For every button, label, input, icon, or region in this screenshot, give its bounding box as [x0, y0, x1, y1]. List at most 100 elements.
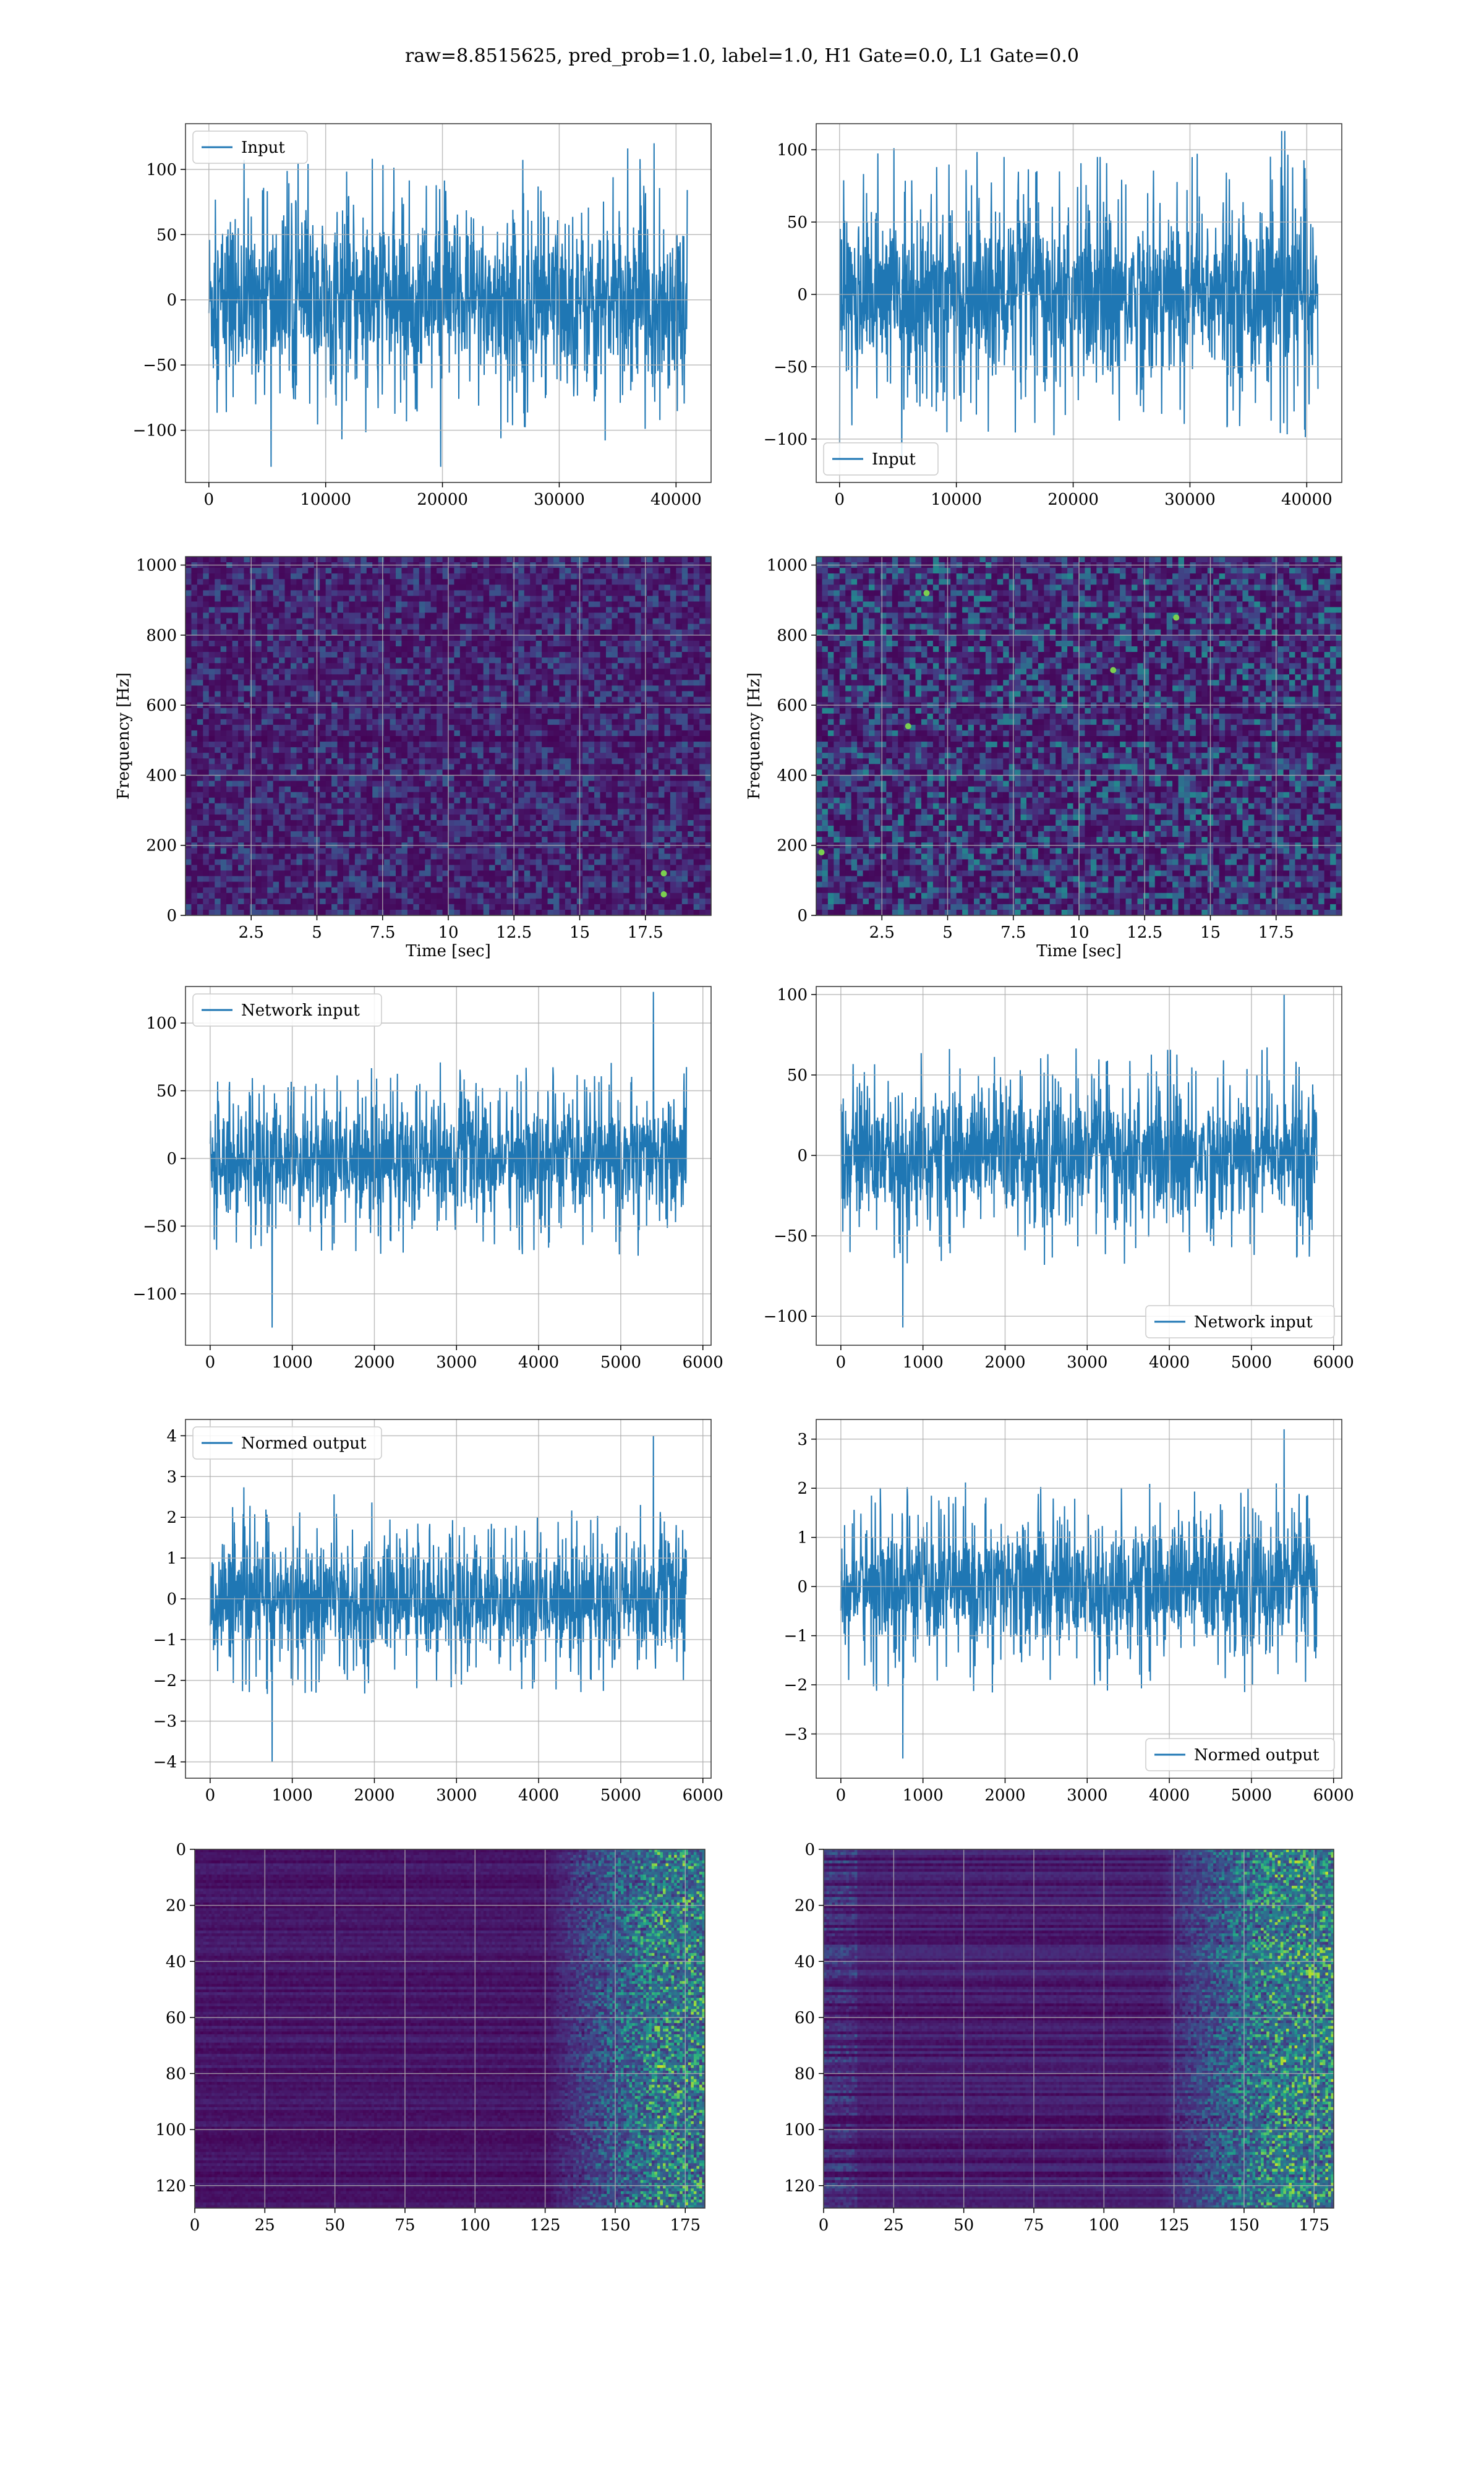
x-tick-label: 125	[530, 2216, 561, 2235]
y-tick-label: −50	[774, 358, 808, 377]
y-tick-label: 2	[797, 1479, 808, 1498]
x-tick-label: 17.5	[628, 923, 663, 942]
y-tick-label: 1000	[136, 557, 177, 575]
x-tick-label: 15	[569, 923, 590, 942]
x-tick-label: 10	[438, 923, 458, 942]
series-line-normed-output-h1	[209, 1436, 688, 1762]
x-tick-label: 75	[394, 2216, 415, 2235]
series-line-normed-output-l1	[840, 1429, 1318, 1759]
x-tick-label: 75	[1023, 2216, 1044, 2235]
y-tick-label: −2	[784, 1676, 808, 1695]
heatmap-hotspot	[660, 870, 667, 877]
y-tick-label: 80	[166, 2065, 186, 2084]
x-tick-label: 40000	[650, 490, 702, 509]
y-tick-label: 40	[795, 1953, 815, 1971]
legend-box	[192, 131, 308, 164]
x-tick-label: 2000	[354, 1786, 394, 1805]
y-tick-label: 100	[777, 141, 808, 160]
x-tick-label: 0	[836, 1786, 846, 1805]
legend-box	[1145, 1738, 1335, 1771]
y-tick-label: 100	[155, 2121, 186, 2139]
y-tick-label: 3	[797, 1431, 808, 1449]
heatmap-hotspot	[1173, 614, 1180, 621]
axes-feature-map-l1: 0 25 50 75 100 125 150 175 0 20 40 60 80 100 120	[784, 1841, 1334, 2235]
x-tick-label: 12.5	[496, 923, 532, 942]
heatmap-hotspot	[905, 723, 911, 730]
y-tick-label: −100	[764, 1308, 808, 1326]
series-line-input-h1	[208, 143, 688, 467]
x-tick-label: 5000	[1231, 1353, 1272, 1372]
y-axis-label: Frequency [Hz]	[745, 672, 764, 800]
axes-frame	[194, 1849, 706, 2209]
y-tick-label: 60	[795, 2009, 815, 2027]
x-tick-label: 25	[884, 2216, 904, 2235]
x-tick-label: 5000	[600, 1353, 641, 1372]
x-tick-label: 3000	[1067, 1786, 1107, 1805]
axes-input-h1: 0 10000 20000 30000 40000 −100 −50 0 50 100 Input	[133, 123, 712, 509]
x-tick-label: 0	[204, 490, 215, 509]
y-tick-label: −3	[153, 1713, 177, 1731]
x-tick-label: 20000	[417, 490, 468, 509]
y-tick-label: 50	[787, 213, 808, 232]
y-tick-label: 20	[166, 1897, 186, 1915]
x-tick-label: 175	[1298, 2216, 1329, 2235]
x-tick-label: 6000	[1313, 1353, 1354, 1372]
y-tick-label: 0	[797, 907, 808, 925]
x-tick-label: 3000	[436, 1786, 477, 1805]
plot-area	[838, 131, 1319, 465]
x-tick-label: 2000	[984, 1353, 1025, 1372]
x-tick-label: 7.5	[370, 923, 395, 942]
axes-feature-map-h1: 0 25 50 75 100 125 150 175 0 20 40 60 80 100 120	[155, 1841, 706, 2235]
y-tick-label: 0	[176, 1841, 186, 1859]
legend-label: Network input	[1194, 1313, 1313, 1332]
y-tick-label: 100	[784, 2121, 815, 2139]
plot-area	[840, 994, 1318, 1328]
x-tick-label: 5000	[1231, 1786, 1272, 1805]
x-tick-label: 6000	[1313, 1786, 1354, 1805]
y-tick-label: 3	[166, 1468, 177, 1486]
x-tick-label: 0	[836, 1353, 846, 1372]
axes-normed-output-l1: 0 1000 2000 3000 4000 5000 6000 −3 −2 −1 0 1 2 3 Norme…	[784, 1419, 1354, 1805]
x-tick-label: 0	[205, 1786, 216, 1805]
x-tick-label: 1000	[903, 1353, 944, 1372]
y-tick-label: 4	[166, 1427, 177, 1445]
x-tick-label: 25	[255, 2216, 275, 2235]
y-tick-label: 800	[146, 627, 177, 645]
y-tick-label: −1	[153, 1631, 177, 1650]
x-tick-label: 0	[819, 2216, 829, 2235]
y-tick-label: 600	[777, 696, 808, 715]
x-tick-label: 5	[942, 923, 953, 942]
y-tick-label: 100	[777, 986, 808, 1004]
figure-suptitle: raw=8.8515625, pred_prob=1.0, label=1.0,…	[405, 45, 1079, 67]
y-tick-label: 200	[777, 837, 808, 855]
axes-frame	[816, 123, 1342, 483]
gridlines	[816, 1419, 1342, 1778]
x-tick-label: 12.5	[1127, 923, 1162, 942]
y-tick-label: 60	[166, 2009, 186, 2027]
legend-label: Input	[241, 139, 285, 157]
y-tick-label: 400	[777, 766, 808, 785]
legend-box	[823, 442, 939, 476]
x-tick-label: 4000	[1149, 1353, 1190, 1372]
y-tick-label: −50	[143, 1217, 177, 1236]
x-tick-label: 1000	[903, 1786, 944, 1805]
legend: Input	[192, 131, 308, 164]
y-tick-label: 0	[166, 291, 177, 310]
legend-label: Input	[872, 450, 916, 469]
axes-spectrogram-h1: 2.5 5 7.5 10 12.5 15 17.5 0 200 400 600 800 1000 Time…	[114, 556, 712, 961]
y-tick-label: 100	[146, 161, 177, 179]
legend-label: Network input	[241, 1001, 360, 1020]
axes-input-l1: 0 10000 20000 30000 40000 −100 −50 0 50 100 Input	[764, 123, 1342, 509]
gridlines	[823, 1849, 1334, 2208]
y-tick-label: 50	[787, 1066, 808, 1085]
y-tick-label: −100	[133, 422, 177, 440]
plot-area	[840, 1429, 1318, 1759]
legend: Network input	[1145, 1305, 1335, 1338]
x-tick-label: 150	[1229, 2216, 1260, 2235]
x-tick-label: 0	[835, 490, 845, 509]
x-tick-label: 4000	[518, 1786, 559, 1805]
heatmap-cells	[195, 1849, 705, 2208]
heatmap-cells	[824, 1849, 1334, 2208]
legend-box	[192, 993, 382, 1027]
